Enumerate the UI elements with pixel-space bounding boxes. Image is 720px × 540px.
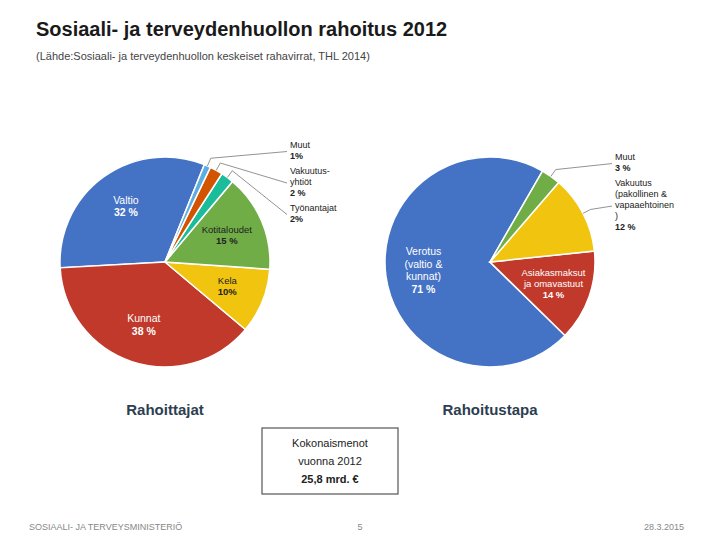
annotation: 25,8 mrd. €: [301, 473, 358, 485]
slice-category-label: Valtio: [113, 194, 139, 206]
pie-title: Rahoitustapa: [442, 401, 538, 418]
pie: [385, 157, 595, 367]
slice-category-label: Verotus(valtio &kunnat): [404, 245, 442, 282]
leader-line: [551, 164, 612, 177]
data-label: 15 %: [216, 235, 238, 246]
leader-line: [207, 152, 287, 166]
data-label: 32 %: [114, 206, 139, 218]
data-label: 1%: [290, 151, 303, 161]
slice-category-label: Muut: [615, 152, 636, 162]
slice-category-label: Kela: [218, 275, 238, 286]
slice-category-label: Kunnat: [127, 312, 160, 324]
pie-slice: [490, 171, 559, 262]
footer-text: 5: [357, 522, 362, 532]
annotation: vuonna 2012: [298, 455, 362, 467]
slice-labels: Valtio32 %Kunnat38 %Kela10%Kotitaloudet1…: [113, 140, 337, 336]
title: Sosiaali- ja terveydenhuollon rahoitus 2…: [36, 18, 447, 40]
slice-category-label: Työnantajat: [290, 203, 337, 213]
data-label: 71 %: [411, 283, 436, 295]
slice-category-label: Muut: [290, 140, 311, 150]
slice-labels: Verotus(valtio &kunnat)71 % Asiakasmaksut…: [404, 152, 674, 300]
data-label: 2 %: [290, 188, 306, 198]
pie-slice: [165, 165, 210, 262]
slice-category-label: Vakuutus(pakollinen &vapaaehtoinen): [615, 178, 674, 221]
data-label: 14 %: [543, 289, 565, 300]
data-label: 2%: [290, 214, 303, 224]
data-label: 12 %: [615, 222, 636, 232]
data-label: 10%: [218, 286, 238, 297]
leader-line: [583, 206, 612, 213]
data-label: 38 %: [132, 325, 157, 337]
pie: [60, 157, 270, 367]
annotation-box: [262, 428, 398, 494]
subtitle: (Lähde:Sosiaali- ja terveydenhuollon kes…: [36, 50, 370, 62]
footer-text: 28.3.2015: [644, 522, 684, 532]
pie-slice: [60, 262, 245, 367]
slice-category-label: Asiakasmaksutja omavastuut: [522, 266, 586, 288]
leader-line: [216, 163, 287, 183]
slice-category-label: Vakuutus-yhtiöt: [290, 166, 330, 187]
data-label: 3 %: [615, 163, 631, 173]
slice-category-label: Kotitaloudet: [202, 224, 253, 235]
pie-slice: [490, 251, 595, 335]
annotation: Kokonaismenot: [292, 437, 368, 449]
chart-root: Sosiaali- ja terveydenhuollon rahoitus 2…: [0, 0, 720, 540]
leader-line: [227, 171, 287, 215]
pie-title: Rahoittajat: [126, 401, 204, 418]
pie-slice: [165, 262, 270, 329]
footer-text: SOSIAALI- JA TERVEYSMINISTERIÖ: [29, 522, 182, 532]
pie-slice: [165, 167, 222, 262]
